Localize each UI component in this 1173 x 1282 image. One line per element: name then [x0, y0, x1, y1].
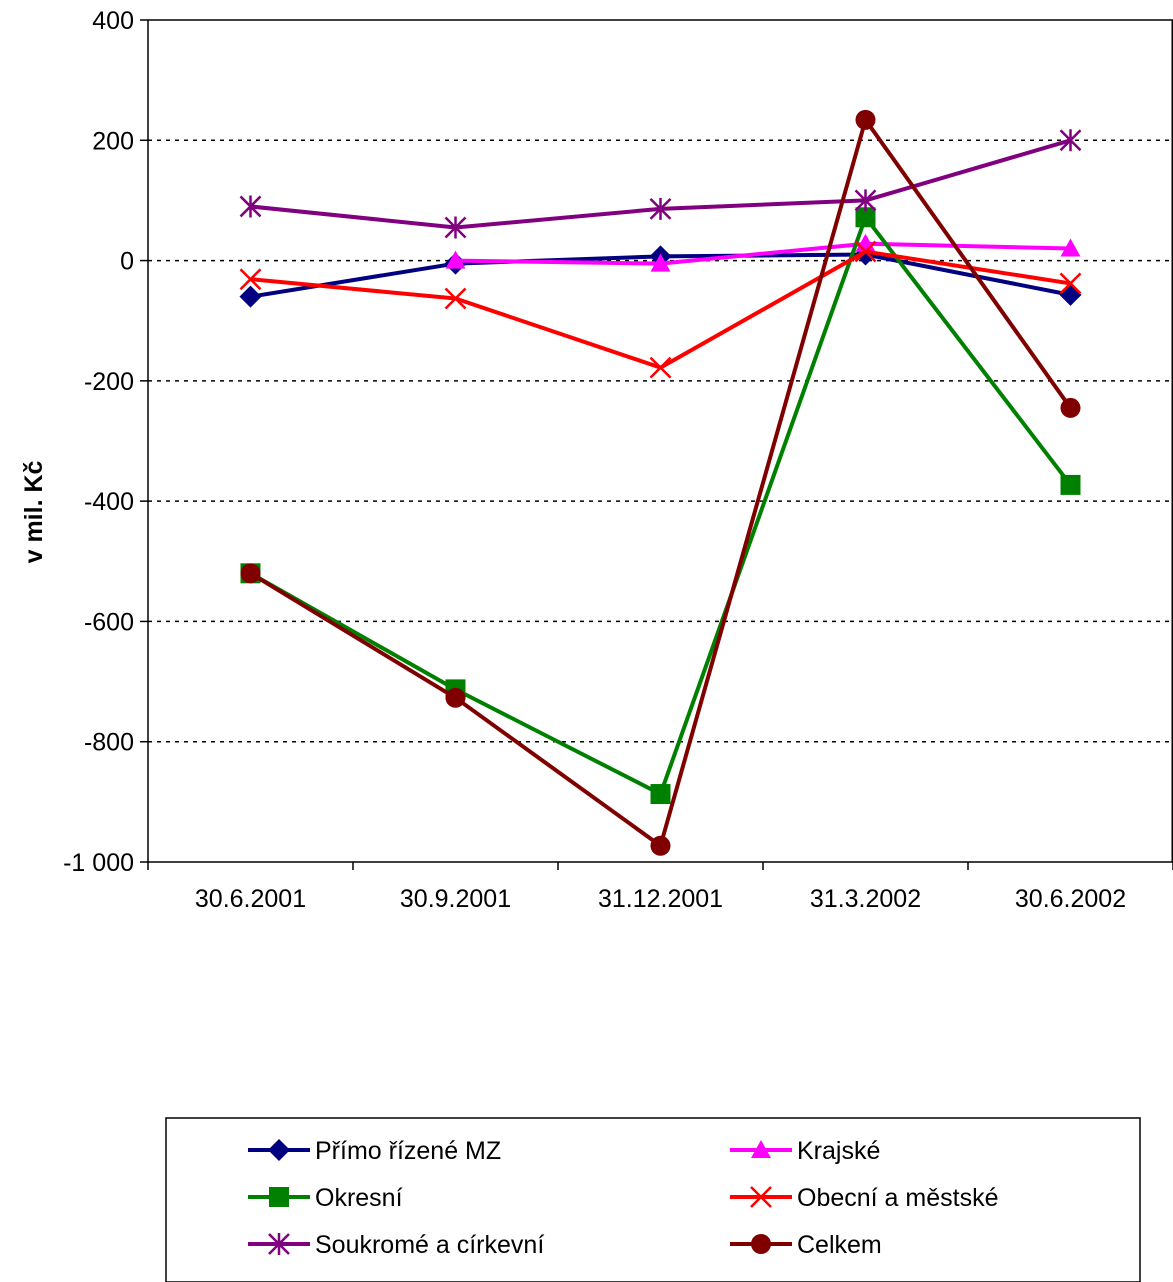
series-3	[239, 240, 1082, 379]
data-point-square	[855, 207, 876, 228]
y-tick-label: -800	[84, 729, 134, 757]
x-tick-label: 31.3.2002	[810, 885, 921, 913]
series-1	[445, 233, 1081, 272]
y-tick-label: -1 000	[63, 849, 134, 877]
x-tick-label: 30.6.2002	[1015, 885, 1126, 913]
data-point-x	[649, 356, 672, 379]
y-tick-label: -600	[84, 608, 134, 636]
legend-item: Celkem	[730, 1231, 882, 1259]
data-point-asterisk	[444, 216, 467, 239]
axes: 400 200 0 -200 -400 -600 -800 -1 000 30.6.2001 30…	[63, 7, 1173, 913]
data-point-circle	[240, 563, 261, 584]
data-point-circle	[650, 835, 671, 856]
y-tick-label: -400	[84, 488, 134, 516]
y-tick-label: 400	[92, 7, 134, 35]
data-point-circle	[445, 687, 466, 708]
legend-item: Přímo řízené MZ	[248, 1137, 501, 1165]
data-point-asterisk	[268, 1233, 290, 1255]
y-tick-label: 200	[92, 127, 134, 155]
series-lines	[239, 109, 1082, 856]
series-2	[240, 207, 1081, 805]
legend-item: Krajské	[730, 1137, 880, 1165]
legend-item: Soukromé a církevní	[248, 1231, 544, 1259]
data-point-square	[269, 1187, 289, 1207]
x-tick-label: 30.9.2001	[400, 885, 511, 913]
data-point-diamond	[239, 285, 262, 308]
data-point-circle	[855, 109, 876, 130]
legend-item: Obecní a městské	[730, 1184, 998, 1212]
data-point-asterisk	[854, 189, 877, 212]
y-tick-label: -200	[84, 368, 134, 396]
data-point-square	[1060, 474, 1081, 495]
data-point-triangle	[751, 1140, 771, 1158]
legend-label: Soukromé a církevní	[315, 1231, 544, 1259]
data-point-x	[750, 1186, 772, 1208]
series-line	[249, 117, 1073, 848]
series-5	[240, 109, 1081, 856]
legend-item: Okresní	[248, 1184, 403, 1212]
data-point-triangle	[650, 253, 671, 272]
data-point-asterisk	[1059, 129, 1082, 152]
x-tick-label: 31.12.2001	[598, 885, 723, 913]
legend-label: Přímo řízené MZ	[315, 1137, 501, 1165]
data-point-triangle	[1060, 238, 1081, 257]
data-point-x	[444, 287, 467, 310]
y-tick-label: 0	[120, 248, 134, 276]
data-point-diamond	[1059, 283, 1082, 306]
series-0	[239, 243, 1082, 308]
data-point-circle	[751, 1234, 771, 1254]
legend-label: Celkem	[797, 1231, 882, 1259]
data-point-asterisk	[239, 195, 262, 218]
legend-label: Krajské	[797, 1137, 880, 1165]
series-line	[455, 241, 1071, 266]
legend-label: Obecní a městské	[797, 1184, 998, 1212]
series-4	[239, 129, 1082, 239]
legend: Přímo řízené MZ Krajské Okresní Obecní a mě…	[165, 1117, 1141, 1282]
y-axis-label: v mil. Kč	[20, 460, 48, 563]
data-point-diamond	[268, 1139, 290, 1161]
data-point-asterisk	[649, 197, 672, 220]
legend-box	[165, 1117, 1141, 1282]
x-tick-label: 30.6.2001	[195, 885, 306, 913]
series-line	[249, 215, 1073, 797]
legend-label: Okresní	[315, 1184, 403, 1212]
data-point-x	[854, 240, 877, 263]
data-point-square	[650, 784, 671, 805]
data-point-circle	[1060, 397, 1081, 418]
data-point-x	[1059, 272, 1082, 295]
data-point-triangle	[445, 250, 466, 269]
data-point-x	[239, 268, 262, 291]
gridlines	[148, 139, 1173, 743]
